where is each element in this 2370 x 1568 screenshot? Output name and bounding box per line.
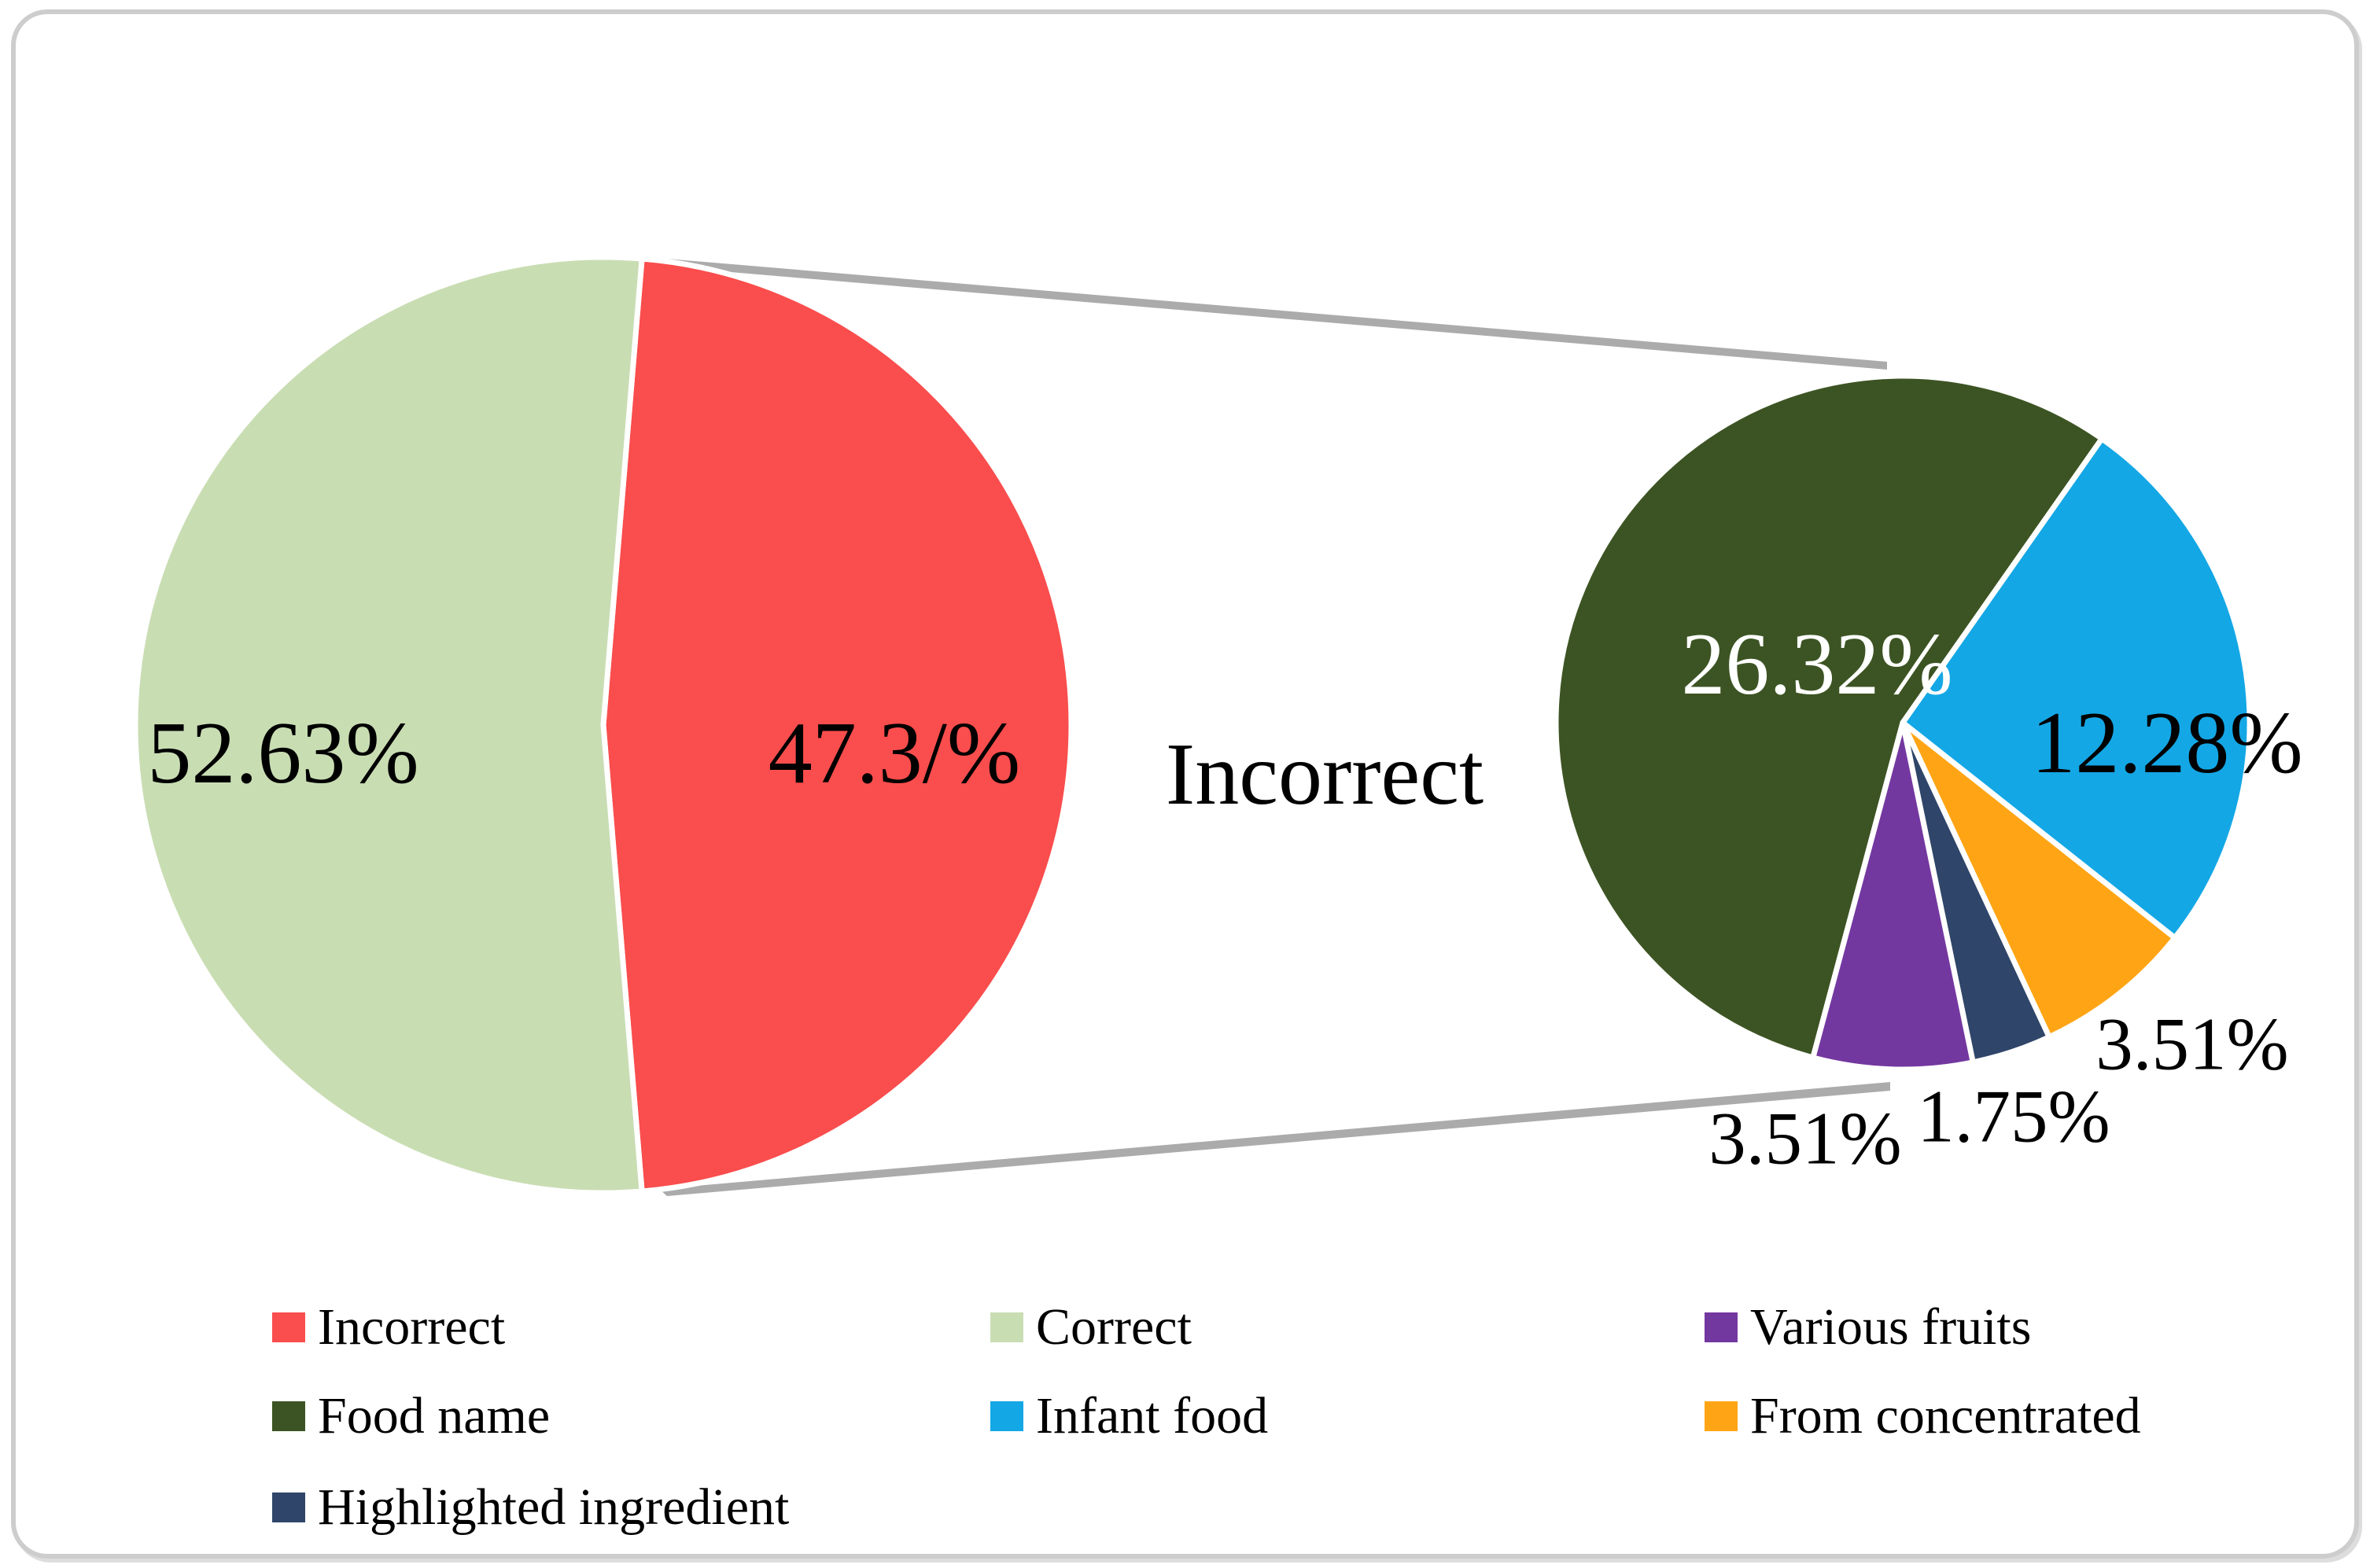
pie-slice-correct: [132, 254, 645, 1196]
legend-item-various-fruits: Various fruits: [1705, 1300, 2031, 1355]
legend-label: Various fruits: [1750, 1298, 2032, 1356]
pie-slice-infant-food: [1900, 436, 2253, 941]
legend-item-food-name: Food name: [272, 1389, 550, 1444]
legend-swatch-icon: [272, 1312, 305, 1342]
connector-lines: [639, 256, 1890, 1196]
legend-swatch-icon: [272, 1493, 305, 1522]
legend-swatch-icon: [990, 1312, 1023, 1342]
legend-swatch-icon: [272, 1401, 305, 1431]
secondary-pie-label-highlighted-ingredient: 1.75%: [1917, 1074, 2110, 1158]
main-pie: [132, 254, 1074, 1196]
legend-label: Highlighted ingredient: [318, 1478, 790, 1536]
legend-swatch-icon: [1705, 1401, 1738, 1431]
secondary-pie-label-various-fruits: 3.51%: [1708, 1096, 1902, 1180]
legend-item-infant-food: Infant food: [990, 1389, 1268, 1444]
legend-item-highlighted-ingredient: Highlighted ingredient: [272, 1480, 789, 1535]
legend-swatch-icon: [990, 1401, 1023, 1431]
legend-label: Food name: [318, 1387, 551, 1445]
connector-line-bottom: [659, 1082, 1890, 1196]
incorrect-annotation: Incorrect: [1165, 726, 1484, 823]
legend-swatch-icon: [1705, 1312, 1738, 1342]
legend-item-from-concentrated: From concentrated: [1705, 1389, 2141, 1444]
pie-slice-from-concentrated: [1900, 720, 2178, 1040]
legend-label: Correct: [1036, 1298, 1192, 1356]
secondary-pie-label-infant-food: 12.28%: [2031, 694, 2303, 792]
legend-label: Incorrect: [318, 1298, 506, 1356]
legend-item-correct: Correct: [990, 1300, 1192, 1355]
secondary-pie-label-from-concentrated: 3.51%: [2095, 1002, 2289, 1086]
legend-item-incorrect: Incorrect: [272, 1300, 505, 1355]
connector-line-top: [639, 256, 1887, 370]
legend-label: Infant food: [1036, 1387, 1269, 1445]
pie-slice-food-name: [1553, 373, 2105, 1061]
secondary-pie: [1553, 373, 2253, 1073]
secondary-pie-label-food-name: 26.32%: [1681, 616, 1953, 713]
main-pie-label-incorrect: 47.3/%: [768, 705, 1021, 802]
main-pie-label-correct: 52.63%: [147, 705, 419, 802]
pie-slice-incorrect: [600, 256, 1074, 1194]
legend-label: From concentrated: [1750, 1387, 2141, 1445]
pie-slice-various-fruits: [1810, 720, 1976, 1073]
